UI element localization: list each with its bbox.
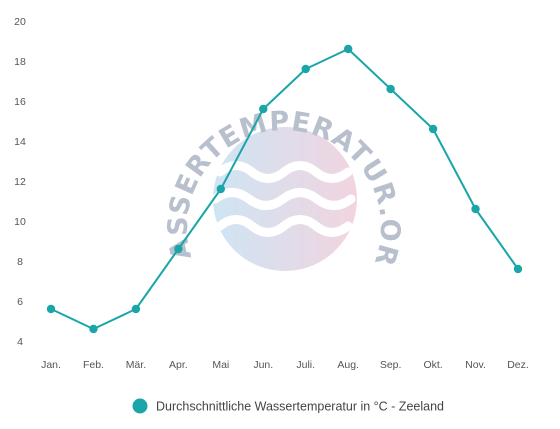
legend[interactable]: Durchschnittliche Wassertemperatur in °C… <box>132 398 445 414</box>
x-tick-label: Jun. <box>253 359 273 371</box>
waves-icon <box>210 161 356 237</box>
series-line <box>50 48 519 330</box>
x-tick-label: Okt. <box>423 359 442 371</box>
y-tick-label: 4 <box>17 336 23 348</box>
y-tick-label: 6 <box>17 296 23 308</box>
y-tick-label: 14 <box>14 136 26 148</box>
y-tick-label: 10 <box>14 216 26 228</box>
watermark-logo: WASSERTEMPERATUR.ORG <box>0 0 404 271</box>
x-tick-label: Dez. <box>507 359 529 371</box>
x-tick-label: Aug. <box>337 359 359 371</box>
data-point[interactable] <box>89 324 98 334</box>
y-axis: 4 6 8 10 12 14 16 18 20 <box>14 16 26 348</box>
x-tick-label: Feb. <box>83 359 104 371</box>
data-point[interactable] <box>174 244 183 254</box>
y-tick-label: 16 <box>14 96 26 108</box>
legend-marker <box>132 398 148 414</box>
data-point[interactable] <box>471 204 480 214</box>
x-tick-label: Nov. <box>465 359 486 371</box>
data-point[interactable] <box>513 264 523 274</box>
data-point[interactable] <box>46 304 56 314</box>
data-point[interactable] <box>301 64 310 74</box>
x-axis: Jan. Feb. Mär. Apr. Mai Jun. Juli. Aug. Sep. Okt.… <box>41 359 529 371</box>
data-point[interactable] <box>131 304 141 314</box>
x-tick-label: Jan. <box>41 359 61 371</box>
legend-label: Durchschnittliche Wassertemperatur in °C… <box>156 400 444 414</box>
x-tick-label: Sep. <box>380 359 402 371</box>
series-group <box>46 44 523 334</box>
y-tick-label: 18 <box>14 56 26 68</box>
y-tick-label: 20 <box>14 16 26 28</box>
y-tick-label: 12 <box>14 176 26 188</box>
x-tick-label: Apr. <box>169 359 188 371</box>
data-point[interactable] <box>386 84 395 94</box>
data-point[interactable] <box>343 44 353 54</box>
y-tick-label: 8 <box>17 256 23 268</box>
x-tick-label: Mai <box>212 359 229 371</box>
x-tick-label: Mär. <box>126 359 146 371</box>
data-point[interactable] <box>259 104 268 114</box>
data-point[interactable] <box>428 124 438 134</box>
x-tick-label: Juli. <box>296 359 315 371</box>
data-point[interactable] <box>216 184 226 194</box>
